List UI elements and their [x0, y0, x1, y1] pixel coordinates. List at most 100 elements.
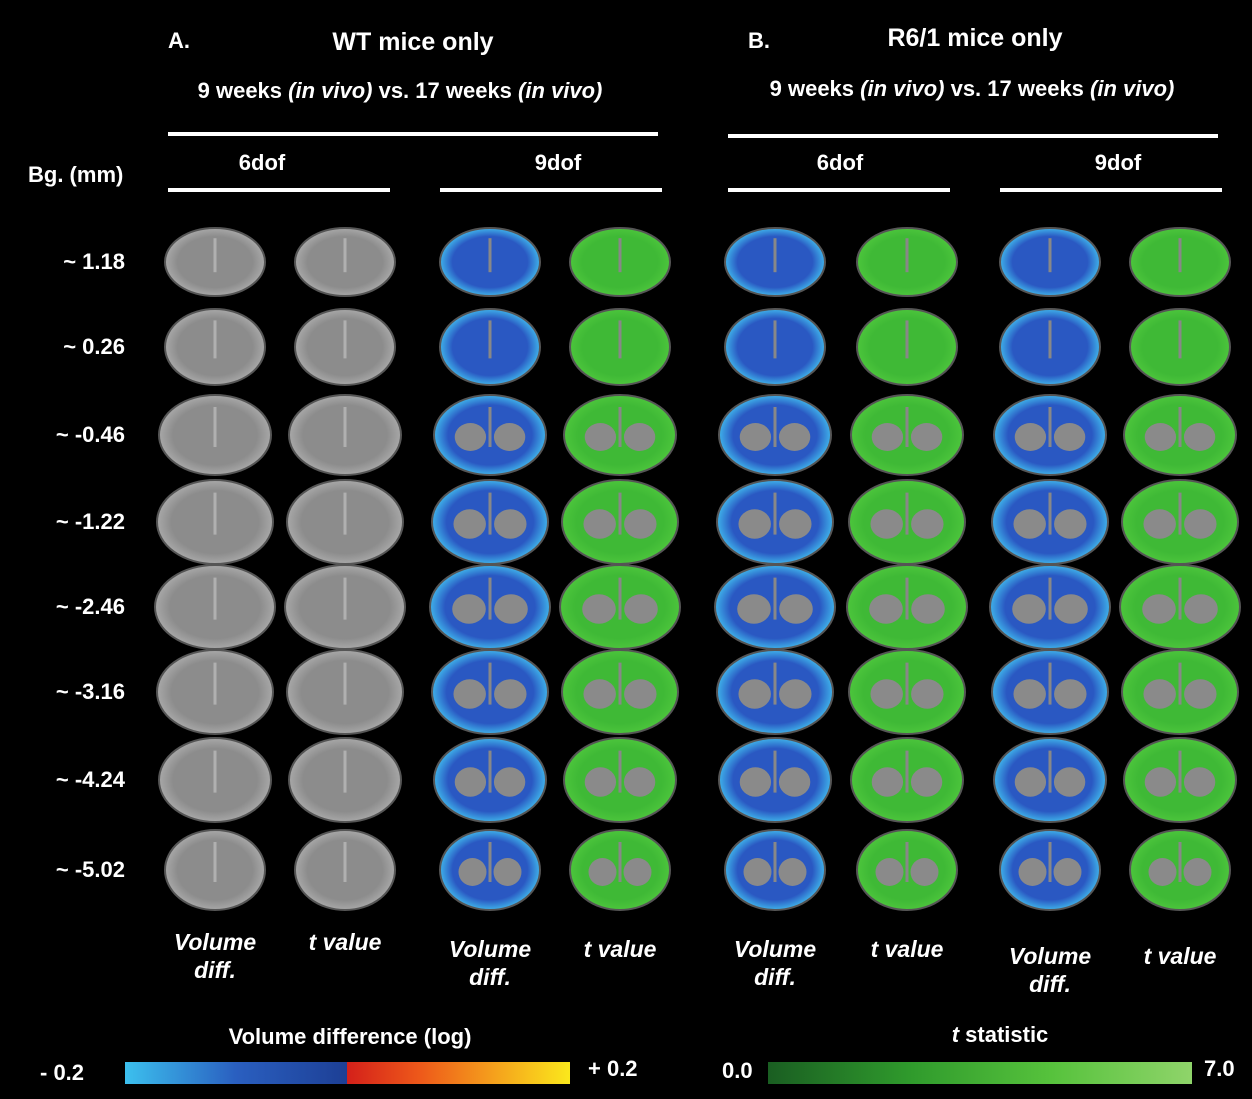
row-label: ~ 0.26 — [63, 334, 125, 360]
rule — [728, 188, 950, 192]
gray-region — [1143, 679, 1175, 708]
rule — [168, 188, 390, 192]
group-label: 9dof — [1095, 150, 1141, 176]
gray-region — [911, 858, 939, 886]
title-part: statistic — [959, 1022, 1048, 1047]
gray-region — [738, 679, 770, 708]
gray-region — [744, 858, 772, 886]
gray-region — [583, 679, 615, 708]
figure: {"panels": [ {"label": "A.", "title": "W… — [0, 0, 1252, 1099]
row-label: ~ -2.46 — [56, 594, 125, 620]
gray-region — [737, 594, 771, 623]
column-label: t value — [285, 928, 405, 956]
gray-region — [1184, 509, 1216, 538]
rule — [168, 132, 658, 136]
row-label: ~ -0.46 — [56, 422, 125, 448]
subtitle-part: (in vivo) — [288, 78, 372, 103]
gray-region — [1012, 594, 1046, 623]
panel-title: WT mice only — [332, 28, 493, 57]
gray-region — [779, 423, 810, 451]
subtitle-part: (in vivo) — [860, 76, 944, 101]
colorbar-min: 0.0 — [722, 1058, 753, 1084]
gray-region — [624, 423, 655, 451]
gray-region — [1184, 594, 1218, 623]
gray-region — [869, 594, 903, 623]
panel-subtitle: 9 weeks (in vivo) vs. 17 weeks (in vivo) — [770, 76, 1175, 102]
gray-region — [582, 594, 616, 623]
gray-region — [494, 594, 528, 623]
colorbar-max: 7.0 — [1204, 1056, 1235, 1082]
gray-region — [1143, 509, 1175, 538]
subtitle-part: vs. 17 weeks — [944, 76, 1090, 101]
gray-region — [1054, 858, 1082, 886]
subtitle-part: (in vivo) — [518, 78, 602, 103]
gray-region — [740, 423, 771, 451]
gray-region — [494, 767, 525, 796]
gray-region — [624, 767, 655, 796]
gray-region — [494, 858, 522, 886]
gray-region — [1184, 679, 1216, 708]
gray-region — [459, 858, 487, 886]
group-label: 9dof — [535, 150, 581, 176]
gray-region — [452, 594, 486, 623]
gray-region — [624, 679, 656, 708]
gray-region — [1184, 423, 1215, 451]
gray-region — [453, 509, 485, 538]
gray-region — [870, 679, 902, 708]
gray-region — [911, 423, 942, 451]
gray-region — [494, 509, 526, 538]
gray-region — [911, 767, 942, 796]
subtitle-part: 9 weeks — [198, 78, 289, 103]
gray-region — [779, 767, 810, 796]
colorbar — [125, 1062, 347, 1084]
column-label: Volume diff. — [990, 942, 1110, 998]
group-label: 6dof — [817, 150, 863, 176]
subtitle-part: (in vivo) — [1090, 76, 1174, 101]
gray-region — [870, 509, 902, 538]
panel-label: A. — [168, 28, 190, 54]
gray-region — [876, 858, 904, 886]
gray-region — [1054, 767, 1085, 796]
gray-region — [872, 767, 903, 796]
panel-subtitle: 9 weeks (in vivo) vs. 17 weeks (in vivo) — [198, 78, 603, 104]
gray-region — [1054, 423, 1085, 451]
row-label: ~ -3.16 — [56, 679, 125, 705]
gray-region — [1142, 594, 1176, 623]
colorbar-title: t statistic — [952, 1022, 1049, 1048]
gray-region — [585, 423, 616, 451]
gray-region — [494, 423, 525, 451]
row-label: ~ -4.24 — [56, 767, 125, 793]
gray-region — [779, 679, 811, 708]
rule — [1000, 188, 1222, 192]
row-label: ~ -5.02 — [56, 857, 125, 883]
gray-region — [779, 594, 813, 623]
colorbar — [768, 1062, 1192, 1084]
column-label: t value — [847, 935, 967, 963]
column-label: Volume diff. — [430, 935, 550, 991]
column-label: t value — [560, 935, 680, 963]
gray-region — [1013, 679, 1045, 708]
rule — [728, 134, 1218, 138]
gray-region — [911, 509, 943, 538]
gray-region — [1054, 509, 1086, 538]
gray-region — [585, 767, 616, 796]
group-label: 6dof — [239, 150, 285, 176]
row-header: Bg. (mm) — [28, 162, 123, 188]
panel-label: B. — [748, 28, 770, 54]
gray-region — [1184, 858, 1212, 886]
gray-region — [1184, 767, 1215, 796]
gray-region — [1149, 858, 1177, 886]
column-label: Volume diff. — [715, 935, 835, 991]
colorbar-max: + 0.2 — [588, 1056, 638, 1082]
colorbar-min: - 0.2 — [40, 1060, 84, 1086]
gray-region — [1015, 423, 1046, 451]
gray-region — [453, 679, 485, 708]
gray-region — [583, 509, 615, 538]
gray-region — [740, 767, 771, 796]
gray-region — [911, 594, 945, 623]
gray-region — [779, 509, 811, 538]
gray-region — [624, 858, 652, 886]
gray-region — [1145, 767, 1176, 796]
colorbar — [347, 1062, 570, 1084]
gray-region — [872, 423, 903, 451]
